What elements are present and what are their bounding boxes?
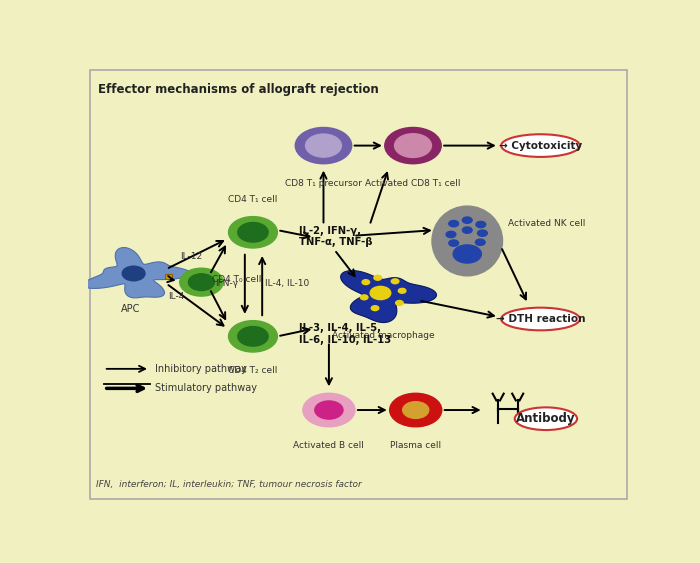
- Ellipse shape: [238, 327, 268, 346]
- Ellipse shape: [432, 206, 503, 276]
- Ellipse shape: [362, 280, 370, 284]
- Ellipse shape: [453, 245, 482, 263]
- Ellipse shape: [395, 301, 403, 305]
- Ellipse shape: [395, 134, 431, 158]
- Ellipse shape: [398, 288, 406, 293]
- Ellipse shape: [360, 295, 368, 300]
- Text: Plasma cell: Plasma cell: [390, 441, 441, 450]
- Text: Antibody: Antibody: [516, 412, 575, 425]
- Text: IFN-γ: IFN-γ: [215, 279, 238, 288]
- Ellipse shape: [476, 221, 486, 227]
- Ellipse shape: [402, 401, 428, 418]
- Polygon shape: [341, 271, 437, 323]
- Text: IL-4, IL-10: IL-4, IL-10: [265, 279, 309, 288]
- Ellipse shape: [180, 268, 223, 296]
- Ellipse shape: [385, 127, 441, 164]
- Ellipse shape: [477, 230, 487, 236]
- Text: Effector mechanisms of allograft rejection: Effector mechanisms of allograft rejecti…: [98, 83, 379, 96]
- Ellipse shape: [295, 127, 351, 164]
- Text: Activated macrophage: Activated macrophage: [332, 330, 435, 339]
- Text: IL-12: IL-12: [180, 252, 202, 261]
- Ellipse shape: [501, 134, 580, 157]
- Ellipse shape: [371, 306, 379, 311]
- Ellipse shape: [514, 408, 577, 430]
- Ellipse shape: [306, 134, 342, 157]
- Text: CD4 T₂ cell: CD4 T₂ cell: [228, 366, 278, 375]
- Bar: [164, 274, 172, 279]
- Text: Activated NK cell: Activated NK cell: [508, 219, 585, 228]
- Ellipse shape: [391, 279, 399, 284]
- Text: Activated B cell: Activated B cell: [293, 441, 365, 450]
- Ellipse shape: [449, 240, 458, 246]
- Ellipse shape: [122, 266, 145, 281]
- Text: Activated CD8 T₁ cell: Activated CD8 T₁ cell: [365, 178, 461, 187]
- Text: APC: APC: [121, 304, 141, 314]
- Polygon shape: [83, 248, 190, 298]
- Text: IL-3, IL-4, IL-5,
IL-6, IL-10, IL-13: IL-3, IL-4, IL-5, IL-6, IL-10, IL-13: [299, 323, 391, 345]
- Text: → Cytotoxicity: → Cytotoxicity: [499, 141, 582, 150]
- Text: Stimulatory pathway: Stimulatory pathway: [155, 383, 258, 394]
- Ellipse shape: [446, 231, 456, 238]
- Ellipse shape: [228, 217, 277, 248]
- Ellipse shape: [188, 274, 214, 291]
- Ellipse shape: [501, 307, 580, 330]
- Text: CD4 T₁ cell: CD4 T₁ cell: [228, 195, 278, 204]
- Text: IFN,  interferon; IL, interleukin; TNF, tumour necrosis factor: IFN, interferon; IL, interleukin; TNF, t…: [96, 480, 361, 489]
- Ellipse shape: [303, 394, 355, 427]
- Ellipse shape: [370, 287, 391, 300]
- Ellipse shape: [449, 221, 458, 227]
- Text: Inhibitory pathway: Inhibitory pathway: [155, 364, 247, 374]
- Text: IL-2, IFN-γ,
TNF-α, TNF-β: IL-2, IFN-γ, TNF-α, TNF-β: [299, 226, 372, 247]
- Text: → DTH reaction: → DTH reaction: [496, 314, 585, 324]
- Ellipse shape: [238, 222, 268, 242]
- Ellipse shape: [463, 227, 472, 233]
- Ellipse shape: [315, 401, 343, 419]
- Text: CD8 T₁ precursor: CD8 T₁ precursor: [285, 178, 362, 187]
- Text: IL-4: IL-4: [168, 292, 184, 301]
- Ellipse shape: [463, 217, 472, 224]
- Ellipse shape: [390, 394, 442, 427]
- Ellipse shape: [374, 275, 382, 280]
- Text: CD4 T₀ cell: CD4 T₀ cell: [212, 275, 262, 284]
- Ellipse shape: [228, 321, 277, 352]
- Ellipse shape: [475, 239, 485, 245]
